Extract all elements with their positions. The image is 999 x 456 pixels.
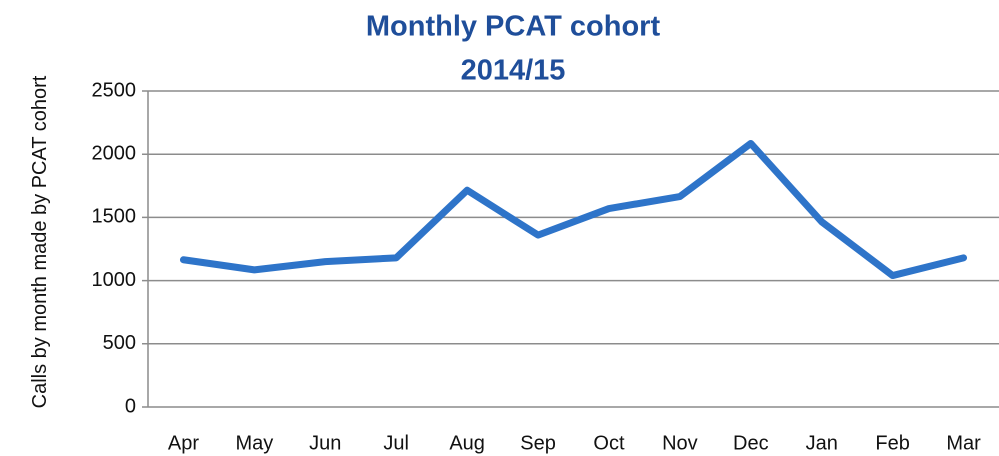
y-tick-label: 1000: [92, 269, 137, 291]
x-tick-label: Dec: [733, 432, 769, 454]
x-tick-label: Oct: [593, 432, 625, 454]
x-tick-label: Apr: [168, 432, 199, 454]
x-tick-label: Jan: [806, 432, 838, 454]
x-tick-label: May: [235, 432, 273, 454]
x-tick-label: Feb: [875, 432, 909, 454]
x-tick-label: Jul: [383, 432, 409, 454]
data-line: [179, 139, 968, 280]
y-tick-label: 2000: [92, 142, 137, 164]
x-tick-label: Mar: [946, 432, 981, 454]
x-tick-label: Jun: [309, 432, 341, 454]
chart-title: Monthly PCAT cohort: [366, 11, 661, 43]
y-tick-label: 1500: [92, 206, 137, 228]
x-tick-label: Sep: [520, 432, 556, 454]
y-axis-label: Calls by month made by PCAT cohort: [29, 75, 51, 409]
x-tick-label: Nov: [662, 432, 698, 454]
chart-subtitle: 2014/15: [461, 55, 566, 87]
y-tick-label: 500: [103, 332, 136, 354]
y-tick-label: 0: [125, 395, 136, 417]
y-tick-label: 2500: [92, 79, 137, 101]
x-tick-label: Aug: [449, 432, 485, 454]
